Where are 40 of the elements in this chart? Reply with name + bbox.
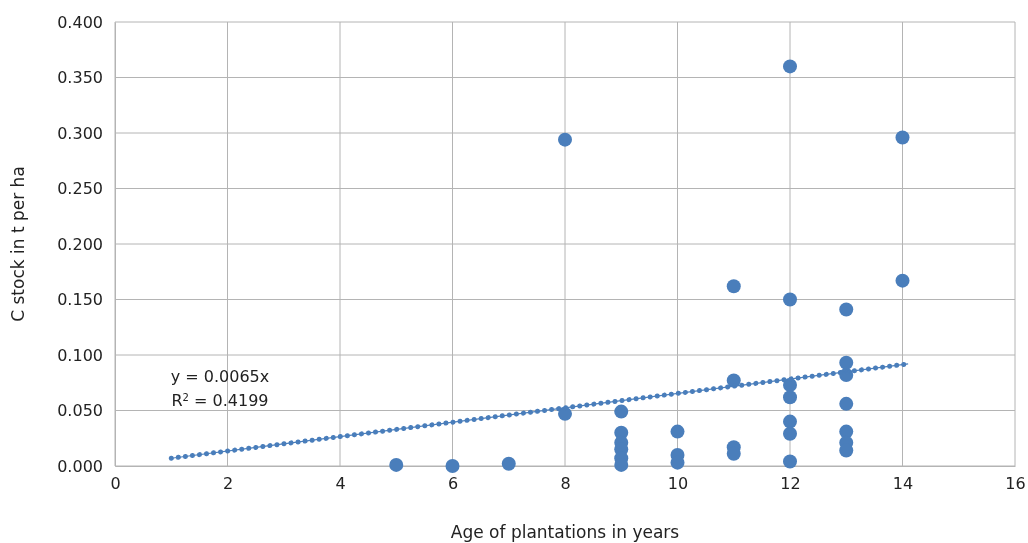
annotation: y = 0.0065x	[170, 367, 270, 386]
x-tick-label: 8	[560, 474, 571, 494]
point	[558, 132, 572, 147]
x-tick-label: 10	[667, 474, 689, 494]
y-tick-label: 0.350	[57, 68, 103, 88]
point	[783, 426, 797, 441]
point	[895, 130, 910, 145]
y-tick-label: 0.000	[57, 456, 103, 476]
point	[445, 459, 460, 473]
point	[783, 454, 797, 469]
x-tick-label: 4	[335, 474, 346, 494]
point	[783, 59, 797, 74]
point	[726, 279, 741, 294]
x-axis-title: Age of plantations in years	[450, 522, 680, 542]
point	[783, 292, 797, 307]
point	[389, 457, 404, 472]
point	[839, 302, 854, 317]
point	[783, 414, 797, 429]
point	[839, 396, 854, 411]
y-tick-label: 0.300	[57, 123, 103, 143]
y-tick-label: 0.250	[57, 179, 103, 199]
x-tick-label: 2	[222, 474, 234, 494]
y-tick-label: 0.100	[57, 345, 103, 365]
annotation: R$^{2}$ = 0.4199	[171, 391, 269, 410]
x-tick-label: 0	[110, 474, 121, 494]
x-tick-label: 12	[780, 474, 801, 494]
y-tick-label: 0.050	[57, 401, 103, 421]
x-tick-label: 16	[1005, 474, 1026, 494]
point	[839, 355, 854, 370]
point	[501, 456, 516, 471]
y-axis-title: C stock in t per ha	[8, 166, 28, 322]
y-tick-label: 0.200	[57, 234, 103, 254]
x-tick-label: 14	[892, 474, 914, 494]
point	[614, 404, 629, 419]
y-tick-label: 0.150	[57, 290, 103, 310]
point	[895, 273, 910, 288]
point	[783, 390, 797, 405]
x-tick-label: 6	[447, 474, 459, 494]
point	[670, 424, 685, 439]
y-tick-label: 0.400	[57, 12, 103, 32]
